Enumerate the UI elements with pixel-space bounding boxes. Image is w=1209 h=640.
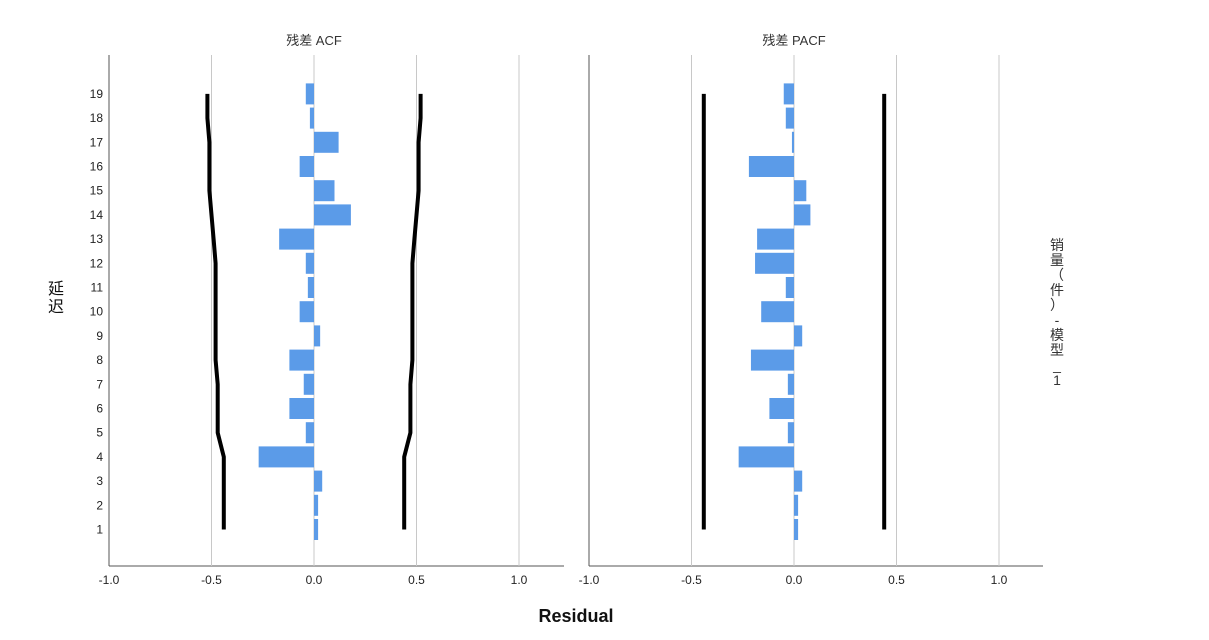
acf-bar-lag-9 [314,325,321,347]
acf-panel-title: 残差 ACF [286,33,342,48]
pacf-bar-lag-2 [794,494,799,516]
pacf-bar-lag-11 [785,277,794,298]
acf-bar-lag-2 [314,494,319,516]
model-label: 销量（件）-模型_ 1 [1050,237,1064,388]
y-axis-title: 延迟 [48,280,64,316]
pacf-bar-lag-7 [787,373,794,395]
acf-bar-lag-17 [314,131,339,153]
pacf-bar-lag-3 [794,470,803,492]
y-tick-label-4: 4 [96,450,103,464]
pacf-bar-lag-15 [794,180,807,202]
y-tick-label-8: 8 [96,353,103,367]
y-tick-label-15: 15 [90,184,104,198]
pacf-x-tick-label: 0.0 [786,573,803,587]
pacf-x-tick-label: -0.5 [681,573,702,587]
acf-bar-lag-15 [314,180,335,202]
pacf-bar-lag-10 [761,301,794,323]
y-tick-label-17: 17 [90,135,104,149]
y-tick-label-9: 9 [96,329,103,343]
acf-bars [258,83,351,540]
acf-lower-bound-line [205,93,226,530]
acf-bar-lag-18 [309,107,314,129]
acf-bar-lag-5 [305,422,314,444]
y-tick-label-19: 19 [90,87,104,101]
acf-bar-lag-7 [303,373,314,395]
pacf-bar-lag-9 [794,325,803,347]
acf-x-tick-label: 1.0 [511,573,528,587]
acf-bar-lag-10 [299,301,314,323]
acf-upper-bound-line [402,93,423,530]
pacf-x-tick-labels: -1.0 -0.5 0.0 0.5 1.0 [579,573,1008,587]
acf-bar-lag-4 [258,446,314,468]
acf-bar-lag-1 [314,519,319,540]
pacf-bar-lag-6 [769,398,794,419]
y-tick-label-6: 6 [96,402,103,416]
pacf-bar-lag-16 [748,156,794,177]
acf-bar-lag-13 [279,228,314,250]
y-tick-label-16: 16 [90,160,104,174]
y-tick-label-18: 18 [90,111,104,125]
pacf-bar-lag-1 [794,519,799,540]
acf-confidence-bounds [205,93,423,530]
acf-x-tick-label: -0.5 [201,573,222,587]
pacf-bar-lag-19 [783,83,794,105]
acf-x-tick-label: 0.5 [408,573,425,587]
y-tick-label-3: 3 [96,474,103,488]
acf-bar-lag-6 [289,398,314,419]
pacf-x-tick-label: 0.5 [888,573,905,587]
acf-bar-lag-12 [305,252,314,274]
acf-bar-lag-11 [307,277,314,298]
pacf-bar-lag-12 [755,252,794,274]
pacf-bar-lag-8 [750,349,794,371]
y-tick-label-2: 2 [96,498,103,512]
acf-panel: 残差 ACF -1.0 -0.5 0.0 0.5 1.0 123456789101112… [90,33,564,587]
y-tick-label-5: 5 [96,426,103,440]
pacf-bar-lag-18 [785,107,794,129]
y-tick-label-11: 11 [91,281,104,295]
y-tick-label-10: 10 [90,305,104,319]
pacf-bar-lag-4 [738,446,794,468]
pacf-confidence-bounds [701,93,887,530]
y-tick-label-12: 12 [90,256,104,270]
pacf-gridlines [691,55,1000,566]
pacf-x-tick-label: 1.0 [991,573,1008,587]
y-tick-label-13: 13 [90,232,104,246]
acf-bar-lag-8 [289,349,314,371]
pacf-bar-lag-5 [787,422,794,444]
acf-gridlines [211,55,520,566]
pacf-bars [738,83,811,540]
acf-x-tick-labels: -1.0 -0.5 0.0 0.5 1.0 [99,573,528,587]
y-tick-label-14: 14 [90,208,104,222]
pacf-bar-lag-14 [794,204,811,226]
acf-bar-lag-3 [314,470,323,492]
y-tick-label-1: 1 [96,523,103,537]
acf-bar-lag-14 [314,204,351,226]
acf-x-tick-label: 0.0 [306,573,323,587]
pacf-x-tick-label: -1.0 [579,573,600,587]
pacf-bar-lag-13 [757,228,794,250]
y-tick-label-7: 7 [96,377,103,391]
pacf-bar-lag-17 [791,131,794,153]
pacf-panel-title: 残差 PACF [762,33,825,48]
acf-bar-lag-19 [305,83,314,105]
acf-x-tick-label: -1.0 [99,573,120,587]
acf-bar-lag-16 [299,156,314,177]
pacf-panel: 残差 PACF -1.0 -0.5 0.0 0.5 1.0 [579,33,1043,587]
x-axis-title: Residual [538,606,613,626]
